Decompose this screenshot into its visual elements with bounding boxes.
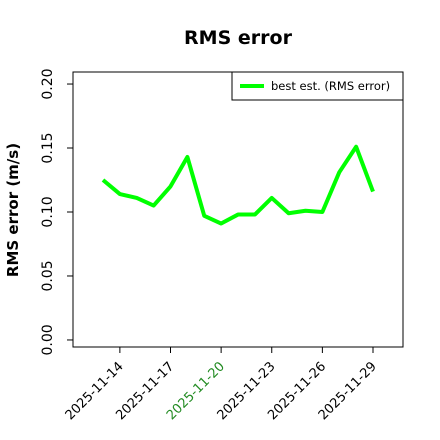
y-tick-label: 0.00: [40, 324, 56, 355]
y-tick-label: 0.10: [40, 196, 56, 227]
y-tick-label: 0.05: [40, 260, 56, 291]
data-line: [101, 144, 375, 226]
y-axis-label: RMS error (m/s): [4, 143, 22, 277]
y-tick-label: 0.15: [40, 132, 56, 163]
plot-frame: [72, 71, 404, 348]
chart-title: RMS error: [184, 27, 293, 49]
legend-label: best est. (RMS error): [271, 79, 390, 93]
y-tick-label: 0.20: [40, 68, 56, 99]
